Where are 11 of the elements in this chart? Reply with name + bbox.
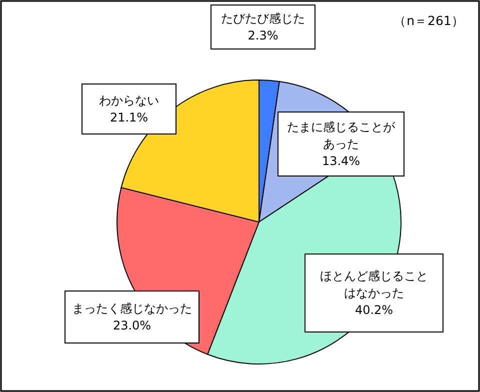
slice-label: たびたび感じた	[221, 12, 305, 26]
data-label: 2.3%	[248, 28, 278, 42]
slice-label: ほとんど感じることはなかった	[320, 269, 428, 300]
slice-label: たまに感じることがあった	[287, 120, 396, 151]
data-label: 13.4%	[322, 154, 360, 168]
data-label: 21.1%	[110, 110, 148, 124]
slice-label: わからない	[99, 94, 159, 108]
slice-label: まったく感じなかった	[72, 302, 192, 316]
text: （n＝261）	[394, 13, 464, 28]
data-label: 23.0%	[112, 318, 152, 332]
data-label: 40.2%	[354, 303, 394, 317]
